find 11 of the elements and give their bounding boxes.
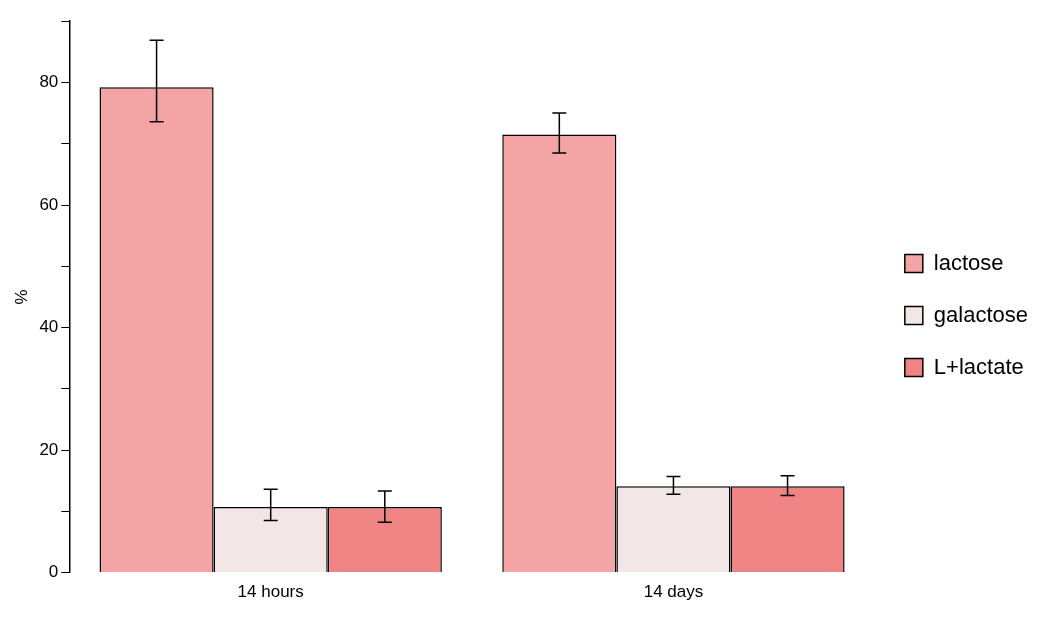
x-tick-label: 14 hours (237, 582, 304, 602)
y-axis-title: % (11, 289, 31, 305)
legend-label: lactose (933, 249, 1004, 275)
y-tick-label: 80 (39, 72, 59, 92)
y-tick-label: 0 (48, 562, 59, 582)
legend-label: L+lactate (933, 353, 1024, 379)
legend-label: galactose (933, 301, 1029, 327)
x-tick-label: 14 days (643, 582, 704, 602)
y-tick-label: 60 (39, 194, 59, 214)
y-tick-label: 20 (39, 439, 59, 459)
y-tick-label: 40 (39, 317, 59, 337)
